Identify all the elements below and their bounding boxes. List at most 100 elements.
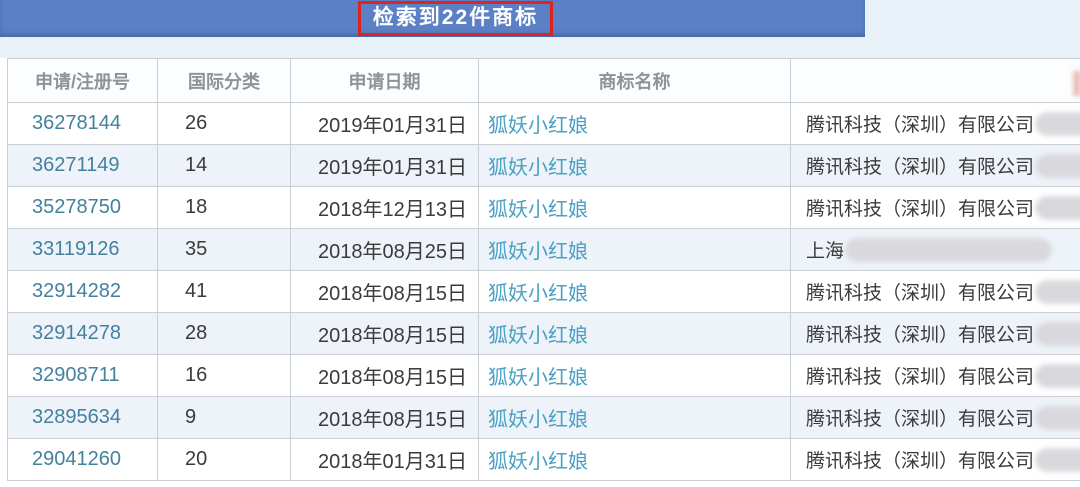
mark-name-link[interactable]: 狐妖小红娘 <box>488 199 588 221</box>
reg-no-cell: 32914282 <box>7 270 158 313</box>
mark-name-cell: 狐妖小红娘 <box>478 396 791 439</box>
mark-name-link[interactable]: 狐妖小红娘 <box>488 367 588 389</box>
app-date-value: 2018年12月13日 <box>318 199 467 221</box>
applicant-cell: 腾讯科技（深圳）有限公司 <box>790 102 1080 145</box>
table-header-row: 申请/注册号 国际分类 申请日期 商标名称 <box>7 58 1080 103</box>
mark-name-link[interactable]: 狐妖小红娘 <box>488 451 588 473</box>
table-row: 36278144 26 2019年01月31日 狐妖小红娘 腾讯科技（深圳）有限… <box>7 102 1080 145</box>
header-applicant <box>790 58 1080 103</box>
top-strip: 检索到22件商标 <box>0 0 1080 58</box>
header-app-date: 申请日期 <box>290 58 479 103</box>
applicant-value: 腾讯科技（深圳）有限公司 <box>806 325 1035 346</box>
applicant-value: 腾讯科技（深圳）有限公司 <box>806 367 1035 388</box>
mark-name-cell: 狐妖小红娘 <box>478 102 791 145</box>
intl-class-cell: 9 <box>157 396 291 439</box>
mark-name-cell: 狐妖小红娘 <box>478 438 791 481</box>
app-date-value: 2018年08月15日 <box>318 409 467 431</box>
intl-class-value: 41 <box>185 280 208 302</box>
intl-class-value: 26 <box>185 112 208 134</box>
reg-no-link[interactable]: 32908711 <box>32 364 120 386</box>
mark-name-cell: 狐妖小红娘 <box>478 270 791 313</box>
app-date-cell: 2018年12月13日 <box>290 186 479 229</box>
applicant-value: 腾讯科技（深圳）有限公司 <box>806 283 1035 304</box>
intl-class-value: 18 <box>185 196 208 218</box>
app-date-cell: 2018年08月15日 <box>290 270 479 313</box>
intl-class-value: 35 <box>185 238 208 260</box>
mark-name-link[interactable]: 狐妖小红娘 <box>488 115 588 137</box>
mark-name-cell: 狐妖小红娘 <box>478 144 791 187</box>
app-date-cell: 2018年08月15日 <box>290 396 479 439</box>
intl-class-cell: 20 <box>157 438 291 481</box>
header-intl-class: 国际分类 <box>157 58 291 103</box>
table-row: 32914282 41 2018年08月15日 狐妖小红娘 腾讯科技（深圳）有限… <box>7 270 1080 313</box>
reg-no-link[interactable]: 33119126 <box>32 238 120 260</box>
reg-no-link[interactable]: 36278144 <box>32 112 121 134</box>
redacted-blur <box>1036 407 1080 429</box>
redacted-blur <box>846 239 1052 261</box>
app-date-value: 2019年01月31日 <box>318 115 467 137</box>
reg-no-link[interactable]: 32914278 <box>32 322 121 344</box>
reg-no-cell: 36271149 <box>7 144 158 187</box>
applicant-cell: 腾讯科技（深圳）有限公司 <box>790 438 1080 481</box>
app-date-cell: 2018年08月15日 <box>290 354 479 397</box>
intl-class-cell: 16 <box>157 354 291 397</box>
app-date-cell: 2018年08月15日 <box>290 312 479 355</box>
redacted-blur <box>1036 323 1080 345</box>
intl-class-cell: 18 <box>157 186 291 229</box>
reg-no-link[interactable]: 35278750 <box>32 196 121 218</box>
redacted-blur <box>1036 365 1080 387</box>
intl-class-cell: 14 <box>157 144 291 187</box>
reg-no-cell: 36278144 <box>7 102 158 145</box>
reg-no-cell: 29041260 <box>7 438 158 481</box>
reg-no-cell: 33119126 <box>7 228 158 271</box>
applicant-cell: 腾讯科技（深圳）有限公司 <box>790 270 1080 313</box>
redacted-blur <box>1036 449 1080 471</box>
reg-no-cell: 35278750 <box>7 186 158 229</box>
applicant-value: 腾讯科技（深圳）有限公司 <box>806 409 1035 430</box>
results-table-area: 申请/注册号 国际分类 申请日期 商标名称 36278144 26 2019年0… <box>7 58 1080 481</box>
table-row: 32895634 9 2018年08月15日 狐妖小红娘 腾讯科技（深圳）有限公… <box>7 396 1080 439</box>
reg-no-link[interactable]: 29041260 <box>32 448 121 470</box>
applicant-value: 腾讯科技（深圳）有限公司 <box>806 157 1035 178</box>
mark-name-cell: 狐妖小红娘 <box>478 312 791 355</box>
results-table: 申请/注册号 国际分类 申请日期 商标名称 36278144 26 2019年0… <box>7 58 1080 481</box>
reg-no-cell: 32895634 <box>7 396 158 439</box>
app-date-cell: 2019年01月31日 <box>290 144 479 187</box>
app-date-value: 2018年08月25日 <box>318 241 467 263</box>
mark-name-link[interactable]: 狐妖小红娘 <box>488 283 588 305</box>
app-date-value: 2018年08月15日 <box>318 283 467 305</box>
intl-class-value: 20 <box>185 448 208 470</box>
table-row: 36271149 14 2019年01月31日 狐妖小红娘 腾讯科技（深圳）有限… <box>7 144 1080 187</box>
reg-no-link[interactable]: 32895634 <box>32 406 121 428</box>
mark-name-link[interactable]: 狐妖小红娘 <box>488 325 588 347</box>
applicant-cell: 腾讯科技（深圳）有限公司 <box>790 396 1080 439</box>
mark-name-link[interactable]: 狐妖小红娘 <box>488 409 588 431</box>
table-row: 29041260 20 2018年01月31日 狐妖小红娘 腾讯科技（深圳）有限… <box>7 438 1080 481</box>
applicant-value: 腾讯科技（深圳）有限公司 <box>806 115 1035 136</box>
reg-no-link[interactable]: 32914282 <box>32 280 121 302</box>
app-date-cell: 2018年08月25日 <box>290 228 479 271</box>
intl-class-cell: 35 <box>157 228 291 271</box>
applicant-cell: 腾讯科技（深圳）有限公司 <box>790 186 1080 229</box>
reg-no-link[interactable]: 36271149 <box>32 154 120 176</box>
applicant-cell: 腾讯科技（深圳）有限公司 <box>790 354 1080 397</box>
intl-class-value: 14 <box>185 154 208 176</box>
intl-class-value: 16 <box>185 364 208 386</box>
intl-class-cell: 41 <box>157 270 291 313</box>
applicant-cell: 上海 <box>790 228 1080 271</box>
mark-name-link[interactable]: 狐妖小红娘 <box>488 157 588 179</box>
applicant-value: 腾讯科技（深圳）有限公司 <box>806 451 1035 472</box>
reg-no-cell: 32908711 <box>7 354 158 397</box>
applicant-cell: 腾讯科技（深圳）有限公司 <box>790 144 1080 187</box>
app-date-cell: 2018年01月31日 <box>290 438 479 481</box>
mark-name-link[interactable]: 狐妖小红娘 <box>488 241 588 263</box>
applicant-value: 腾讯科技（深圳）有限公司 <box>806 199 1035 220</box>
intl-class-value: 28 <box>185 322 208 344</box>
redacted-blur <box>1036 281 1080 303</box>
table-body: 36278144 26 2019年01月31日 狐妖小红娘 腾讯科技（深圳）有限… <box>7 102 1080 481</box>
table-row: 32908711 16 2018年08月15日 狐妖小红娘 腾讯科技（深圳）有限… <box>7 354 1080 397</box>
table-row: 32914278 28 2018年08月15日 狐妖小红娘 腾讯科技（深圳）有限… <box>7 312 1080 355</box>
redacted-blur <box>1036 155 1080 177</box>
app-date-value: 2018年08月15日 <box>318 367 467 389</box>
